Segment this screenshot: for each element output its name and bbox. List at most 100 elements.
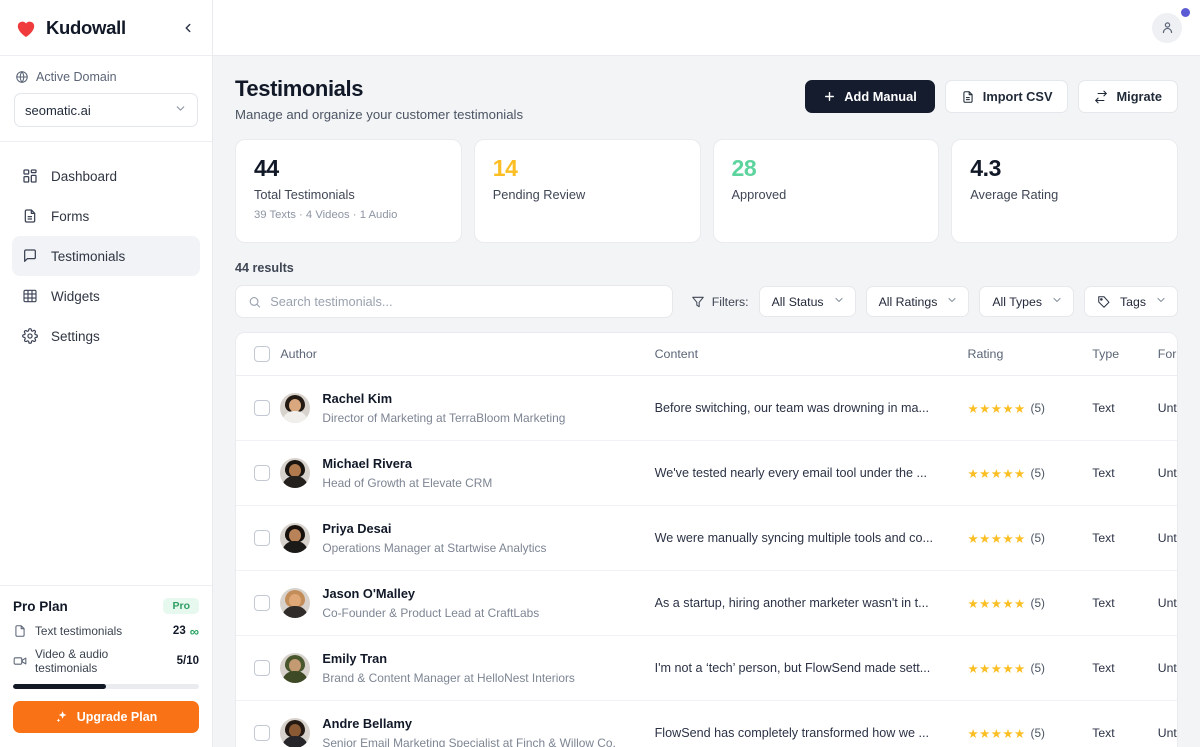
column-rating[interactable]: Rating [967,333,1093,376]
filter-types-select[interactable]: All Types [979,286,1075,317]
column-author[interactable]: Author [280,333,655,376]
search-box[interactable] [235,285,673,318]
brand-name: Kudowall [46,16,126,38]
form-cell: Untitled Form [1157,726,1178,741]
author-cell-wrap: Andre Bellamy Senior Email Marketing Spec… [280,701,654,747]
rating-cell-wrap: ★★★★★ (5) [967,570,1093,637]
stat-label: Approved [731,187,787,203]
stat-card-approved: 28 Approved [712,139,940,243]
row-checkbox[interactable] [254,725,270,742]
upgrade-plan-button[interactable]: Upgrade Plan [13,701,199,733]
gear-icon [22,328,38,344]
select-all-header [236,333,281,376]
row-checkbox[interactable] [254,530,270,547]
upgrade-plan-label: Upgrade Plan [76,710,158,724]
sidebar-item-dashboard[interactable]: Dashboard [12,156,200,196]
row-checkbox[interactable] [254,400,270,417]
stat-value: 44 [254,155,279,181]
plan-card: Pro Plan Pro Text testimonials 23 ∞ Vide… [0,585,212,747]
content-cell: Before switching, our team was drowning … [654,375,968,442]
author-cell-wrap: Rachel Kim Director of Marketing at Terra… [280,375,655,442]
funnel-icon [691,296,704,307]
topbar [213,0,1200,56]
rating-cell-wrap: ★★★★★ (5) [967,505,1093,572]
sidebar-item-settings[interactable]: Settings [12,316,200,356]
rating-count: (5) [1030,466,1045,481]
page-title: Testimonials [235,76,364,101]
sidebar-item-label: Settings [51,328,100,344]
author-cell-wrap: Jason O'Malley Co-Founder & Product Lead … [280,570,655,637]
heart-icon [17,21,35,37]
column-form[interactable]: Form [1157,333,1177,376]
star-rating-icon: ★★★★★ [967,401,1026,416]
column-type[interactable]: Type [1092,333,1158,376]
plan-row-text-testimonials: Text testimonials 23 ∞ [13,624,199,638]
star-rating-icon: ★★★★★ [967,531,1026,546]
author-role: Senior Email Marketing Specialist at Fin… [322,736,616,747]
brand-row: Kudowall [0,0,212,56]
sidebar-item-label: Forms [51,208,90,224]
main-area: Testimonials Manage and organize your cu… [213,0,1200,747]
row-checkbox[interactable] [254,465,270,482]
row-checkbox[interactable] [254,660,270,677]
sidebar-item-forms[interactable]: Forms [12,196,200,236]
document-icon [15,625,25,637]
row-select-cell [236,440,281,507]
transfer-icon [1095,90,1108,103]
user-avatar-button[interactable] [1152,12,1182,43]
page-actions: Add Manual Import CSV Migrate [805,76,1178,113]
author-name: Jason O'Malley [322,586,416,602]
chevron-left-icon[interactable] [178,18,198,38]
table-row[interactable]: Priya Desai Operations Manager at Startwi… [236,505,1177,572]
message-icon [24,249,36,262]
form-cell: Untitled Form [1157,440,1177,507]
row-select-cell [236,635,281,702]
content-cell: We've tested nearly every email tool und… [654,440,968,507]
stat-card-average-rating: 4.3 Average Rating [951,139,1178,243]
plan-row-value: 5/10 [176,655,199,667]
filter-tags-select[interactable]: Tags [1084,286,1178,317]
filter-status-value: All Status [771,294,824,309]
stat-value: 14 [492,155,518,181]
table-row[interactable]: Michael Rivera Head of Growth at Elevate … [236,440,1177,507]
chevron-down-icon [833,294,845,309]
type-cell: Text [1092,635,1158,702]
file-icon [963,90,973,103]
table-row[interactable]: Emily Tran Brand & Content Manager at Hel… [236,635,1177,702]
active-domain-label: Active Domain [14,70,198,84]
search-input[interactable] [270,294,660,309]
plan-row-video-testimonials: Video & audio testimonials 5/10 [13,647,199,675]
filter-status-select[interactable]: All Status [758,286,856,317]
results-count: 44 results [235,261,294,275]
sidebar-item-testimonials[interactable]: Testimonials [12,236,200,276]
plan-row-label: Video & audio testimonials [35,647,109,675]
table-row[interactable]: Rachel Kim Director of Marketing at Terra… [236,375,1177,442]
table-row[interactable]: Jason O'Malley Co-Founder & Product Lead … [236,570,1177,637]
plan-row-count: 23 [172,625,186,637]
filter-bar: Filters: All Status All Ratings All Type… [235,285,1178,318]
add-manual-button[interactable]: Add Manual [805,80,935,113]
author-cell-wrap: Emily Tran Brand & Content Manager at Hel… [280,635,655,702]
import-csv-button[interactable]: Import CSV [944,80,1069,113]
author-cell-wrap: Michael Rivera Head of Growth at Elevate … [280,440,655,507]
sidebar-item-widgets[interactable]: Widgets [12,276,200,316]
filter-ratings-select[interactable]: All Ratings [865,286,970,317]
table-row[interactable]: Andre Bellamy Senior Email Marketing Spec… [236,701,1178,747]
row-checkbox[interactable] [254,595,270,612]
row-select-cell [236,375,281,442]
table-icon [23,289,37,303]
migrate-button[interactable]: Migrate [1078,80,1178,113]
sidebar-item-label: Dashboard [51,168,118,184]
add-manual-label: Add Manual [844,89,917,104]
chevron-down-icon [946,294,958,309]
domain-select[interactable]: seomatic.ai [14,93,198,127]
select-all-checkbox[interactable] [254,346,270,362]
type-cell: Text [1092,570,1158,637]
stat-meta: 39 Texts · 4 Videos · 1 Audio [254,209,398,222]
star-rating-icon: ★★★★★ [967,661,1026,676]
stats-row: 44 Total Testimonials 39 Texts · 4 Video… [235,139,1178,243]
filter-ratings-value: All Ratings [878,294,938,309]
column-content[interactable]: Content [654,333,968,376]
page-header: Testimonials Manage and organize your cu… [235,76,1178,122]
